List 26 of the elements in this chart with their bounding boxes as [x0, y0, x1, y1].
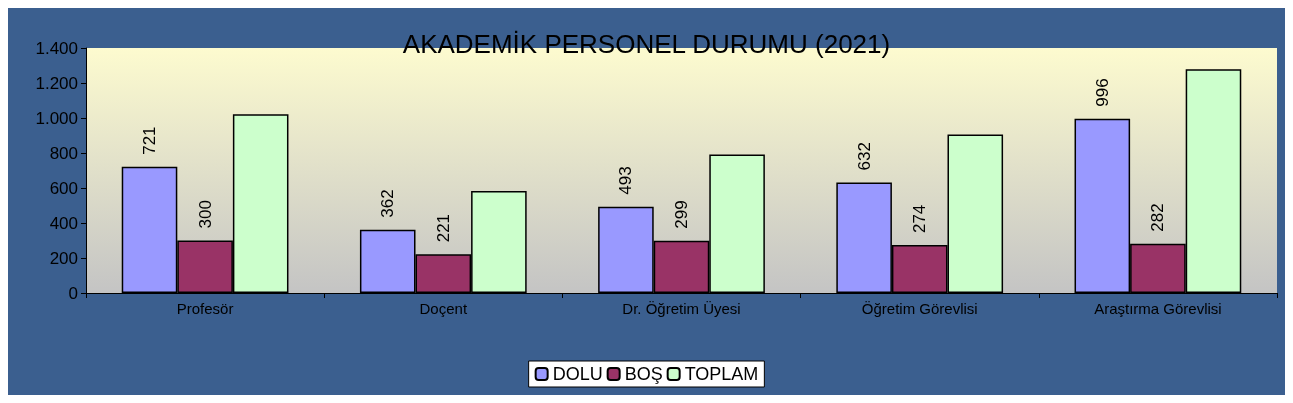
- data-label: 996: [1092, 78, 1112, 107]
- x-tick-label: Dr. Öğretim Üyesi: [622, 300, 741, 317]
- data-label: 362: [378, 189, 398, 218]
- data-label: 721: [140, 126, 160, 155]
- y-tick-label: 1.000: [35, 108, 78, 128]
- data-label: 221: [433, 213, 453, 243]
- data-label: 274: [910, 204, 930, 234]
- legend-label: BOŞ: [624, 364, 663, 384]
- x-tick-label: Araştırma Görevlisi: [1094, 300, 1222, 317]
- data-label: 493: [616, 166, 636, 195]
- y-tick-label: 400: [49, 213, 78, 233]
- x-tick-label: Profesör: [176, 300, 234, 317]
- data-label: 299: [672, 200, 691, 229]
- y-tick-label: 1.400: [35, 38, 78, 58]
- y-tick-label: 0: [68, 283, 78, 303]
- y-tick-label: 200: [49, 248, 78, 268]
- legend-label: DOLU: [552, 364, 603, 384]
- x-tick-label: Doçent: [419, 300, 468, 317]
- y-tick-label: 600: [49, 178, 78, 198]
- data-label: 282: [1148, 203, 1168, 232]
- y-tick-label: 800: [49, 143, 78, 163]
- data-label: 632: [854, 142, 874, 171]
- y-tick-label: 1.200: [35, 73, 78, 93]
- x-tick-label: Öğretim Görevlisi: [861, 300, 978, 317]
- legend-label: TOPLAM: [684, 364, 759, 384]
- data-label: 300: [195, 200, 215, 229]
